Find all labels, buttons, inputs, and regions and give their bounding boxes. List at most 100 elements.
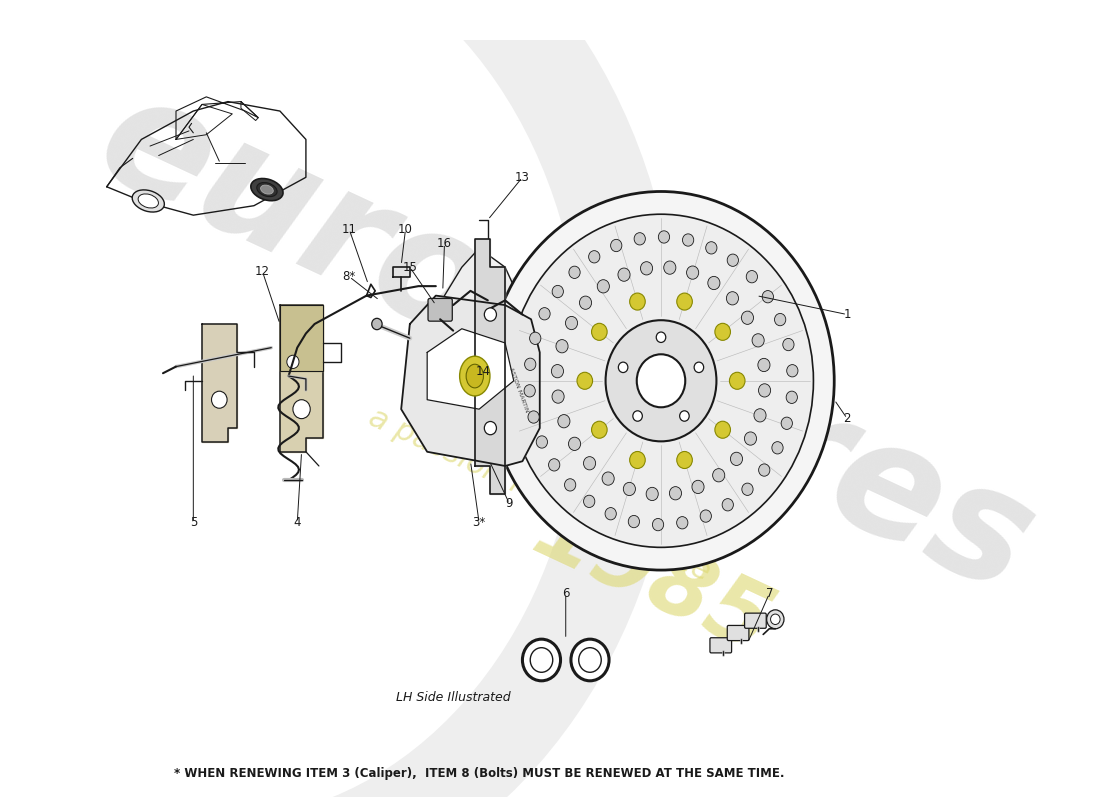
FancyBboxPatch shape [710, 638, 732, 653]
Circle shape [729, 372, 745, 390]
Circle shape [597, 280, 609, 293]
Circle shape [629, 293, 646, 310]
Circle shape [524, 385, 536, 397]
Circle shape [745, 432, 757, 445]
Polygon shape [402, 296, 540, 466]
Circle shape [571, 639, 609, 681]
Circle shape [692, 480, 704, 494]
Circle shape [618, 362, 628, 373]
Ellipse shape [132, 190, 164, 212]
Ellipse shape [256, 182, 277, 197]
Ellipse shape [251, 178, 283, 201]
Circle shape [767, 610, 784, 629]
Ellipse shape [139, 194, 158, 208]
Circle shape [680, 411, 690, 422]
Circle shape [774, 314, 785, 326]
Circle shape [487, 191, 834, 570]
Circle shape [556, 340, 568, 353]
Circle shape [707, 276, 719, 290]
Circle shape [564, 478, 575, 491]
Circle shape [754, 409, 766, 422]
Circle shape [715, 422, 730, 438]
Text: 6: 6 [562, 587, 570, 600]
Circle shape [287, 355, 299, 369]
Circle shape [676, 517, 688, 529]
Text: 4: 4 [294, 516, 301, 530]
Text: 7: 7 [766, 587, 773, 600]
Circle shape [551, 365, 563, 378]
Polygon shape [279, 305, 323, 371]
Circle shape [652, 518, 663, 530]
Circle shape [722, 498, 734, 511]
Circle shape [746, 270, 758, 283]
Circle shape [211, 391, 227, 408]
Circle shape [583, 457, 595, 470]
Text: 3*: 3* [473, 516, 486, 530]
Circle shape [522, 639, 561, 681]
Polygon shape [436, 248, 536, 457]
Circle shape [741, 311, 754, 324]
Polygon shape [202, 324, 236, 442]
Circle shape [528, 411, 539, 423]
Circle shape [727, 254, 738, 266]
Polygon shape [279, 305, 323, 452]
Circle shape [530, 648, 552, 672]
Circle shape [659, 231, 670, 243]
Circle shape [473, 374, 494, 397]
Text: eurospares: eurospares [75, 59, 1056, 626]
Circle shape [558, 414, 570, 428]
Circle shape [588, 250, 600, 263]
Ellipse shape [460, 356, 490, 396]
Circle shape [663, 261, 675, 274]
Circle shape [579, 648, 602, 672]
Text: 10: 10 [398, 223, 412, 236]
Circle shape [372, 318, 382, 330]
Circle shape [762, 290, 773, 303]
Circle shape [605, 507, 616, 520]
Circle shape [525, 358, 536, 370]
Circle shape [657, 332, 665, 342]
Text: 2: 2 [844, 412, 851, 425]
Circle shape [624, 482, 636, 495]
Text: 12: 12 [255, 266, 271, 278]
Circle shape [637, 354, 685, 407]
Circle shape [578, 372, 593, 390]
Circle shape [606, 320, 716, 442]
Text: * WHEN RENEWING ITEM 3 (Caliper),  ITEM 8 (Bolts) MUST BE RENEWED AT THE SAME TI: * WHEN RENEWING ITEM 3 (Caliper), ITEM 8… [174, 767, 784, 780]
Circle shape [584, 495, 595, 507]
Ellipse shape [466, 364, 484, 388]
Circle shape [758, 358, 770, 372]
Circle shape [786, 391, 798, 403]
Ellipse shape [261, 185, 273, 194]
Circle shape [529, 332, 541, 345]
Circle shape [632, 411, 642, 422]
Text: LH Side Illustrated: LH Side Illustrated [396, 691, 510, 704]
Circle shape [628, 515, 639, 528]
Text: 16: 16 [437, 237, 452, 250]
Circle shape [549, 458, 560, 471]
Circle shape [569, 437, 581, 450]
Circle shape [676, 451, 692, 469]
Circle shape [618, 268, 630, 282]
Circle shape [686, 266, 698, 279]
Circle shape [771, 614, 780, 625]
Text: 15: 15 [403, 261, 417, 274]
Circle shape [536, 436, 548, 448]
Circle shape [726, 292, 738, 305]
Circle shape [552, 286, 563, 298]
FancyBboxPatch shape [428, 298, 452, 321]
Circle shape [759, 384, 771, 397]
Text: 9: 9 [506, 498, 514, 510]
Circle shape [592, 422, 607, 438]
Circle shape [484, 308, 496, 321]
Circle shape [730, 452, 743, 466]
Circle shape [759, 464, 770, 476]
Circle shape [552, 390, 564, 403]
Text: 14: 14 [476, 365, 491, 378]
Polygon shape [475, 239, 505, 494]
Circle shape [484, 422, 496, 434]
Circle shape [569, 266, 580, 278]
Circle shape [682, 234, 694, 246]
Circle shape [640, 262, 652, 275]
Circle shape [508, 214, 813, 547]
